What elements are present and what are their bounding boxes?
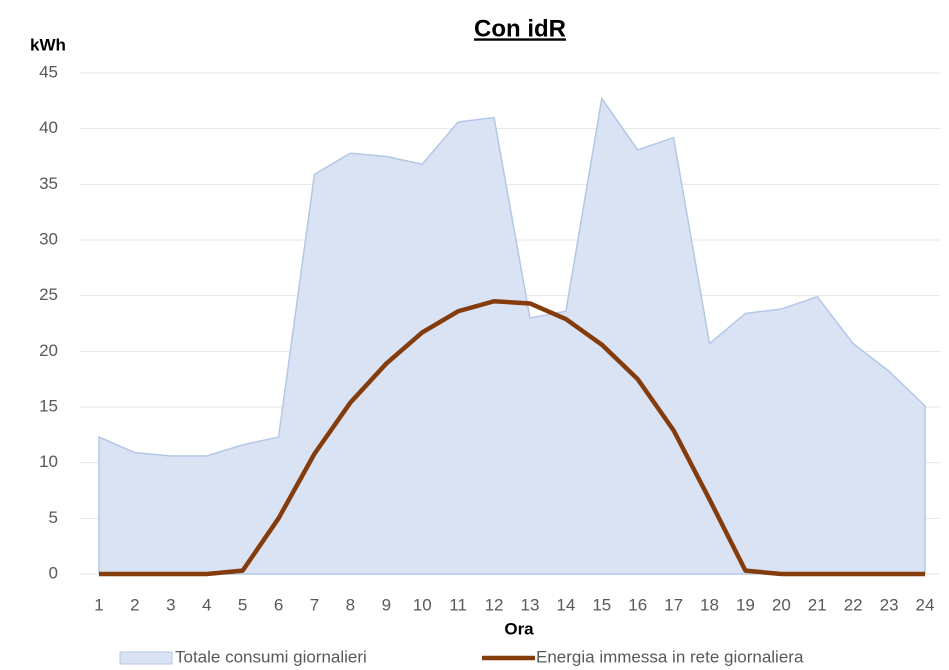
chart-title: Con idR — [474, 15, 566, 42]
x-tick-label: 9 — [382, 595, 391, 614]
x-tick-label: 24 — [916, 595, 935, 614]
y-tick-label: 40 — [39, 118, 58, 137]
x-tick-label: 5 — [238, 595, 247, 614]
x-tick-label: 15 — [592, 595, 611, 614]
x-tick-label: 2 — [130, 595, 139, 614]
x-tick-label: 6 — [274, 595, 283, 614]
y-tick-label: 25 — [39, 285, 58, 304]
x-tick-label: 23 — [880, 595, 899, 614]
legend-swatch — [119, 651, 173, 665]
line — [99, 298, 925, 577]
x-axis-title: Ora — [504, 619, 534, 638]
legend-label: Energia immessa in rete giornaliera — [536, 647, 804, 666]
y-tick-label: 45 — [39, 62, 58, 81]
x-tick-label: 8 — [346, 595, 355, 614]
x-tick-label: 7 — [310, 595, 319, 614]
x-tick-label: 14 — [556, 595, 575, 614]
y-tick-label: 20 — [39, 341, 58, 360]
x-tick-label: 3 — [166, 595, 175, 614]
y-tick-label: 30 — [39, 229, 58, 248]
x-tick-label: 20 — [772, 595, 791, 614]
y-tick-label: 35 — [39, 174, 58, 193]
x-tick-label: 22 — [844, 595, 863, 614]
x-tick-label: 17 — [664, 595, 683, 614]
y-tick-label: 5 — [49, 508, 58, 527]
x-tick-label: 21 — [808, 595, 827, 614]
y-tick-label: 15 — [39, 396, 58, 415]
y-tick-label: 0 — [49, 563, 58, 582]
x-tick-label: 13 — [520, 595, 539, 614]
x-tick-label: 10 — [413, 595, 432, 614]
y-axis-title: kWh — [30, 35, 66, 54]
y-tick-label: 10 — [39, 452, 58, 471]
legend-label: Totale consumi giornalieri — [175, 647, 367, 666]
x-tick-label: 1 — [94, 595, 103, 614]
x-tick-label: 11 — [449, 595, 467, 614]
x-tick-label: 12 — [485, 595, 504, 614]
x-tick-label: 4 — [202, 595, 211, 614]
x-tick-label: 16 — [628, 595, 647, 614]
area — [98, 96, 926, 575]
x-tick-label: 19 — [736, 595, 755, 614]
x-tick-label: 18 — [700, 595, 719, 614]
